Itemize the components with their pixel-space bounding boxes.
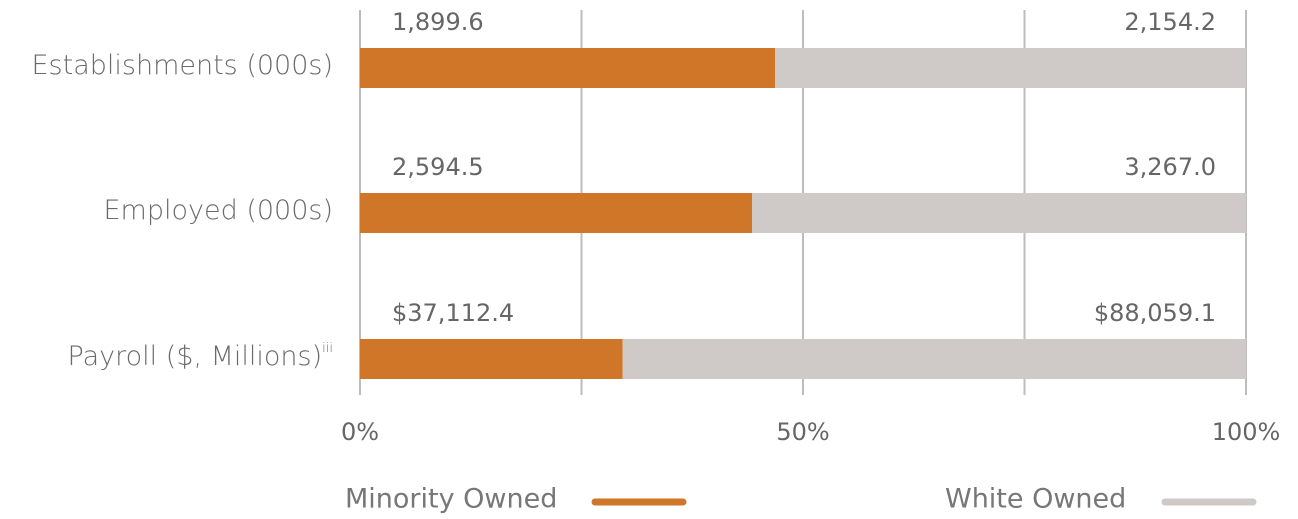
category-label: Establishments (000s) (31, 50, 333, 81)
value-label: 3,267.0 (1124, 153, 1216, 181)
legend-label: Minority Owned (345, 484, 557, 515)
footnote: iii (322, 341, 333, 356)
legend-label: White Owned (945, 484, 1126, 515)
value-label: 2,154.2 (1124, 8, 1216, 36)
bar-segment (775, 48, 1246, 88)
category-label: Employed (000s) (104, 195, 334, 226)
x-tick-label: 100% (1212, 418, 1281, 446)
category-text: Payroll ($, Millions) (68, 341, 323, 372)
category-label: Payroll ($, Millions)iii (68, 341, 333, 372)
category-text: Employed (000s) (104, 195, 334, 226)
value-label: $37,112.4 (392, 299, 514, 327)
x-tick-label: 0% (341, 418, 379, 446)
value-label: $88,059.1 (1094, 299, 1216, 327)
bar-segment (622, 339, 1246, 379)
category-text: Establishments (000s) (31, 50, 333, 81)
value-label: 2,594.5 (392, 153, 484, 181)
bar-segment (360, 48, 776, 88)
bar-segment (360, 193, 753, 233)
bar-segment (752, 193, 1246, 233)
bar-segment (360, 339, 623, 379)
value-label: 1,899.6 (392, 8, 484, 36)
x-tick-label: 50% (776, 418, 829, 446)
